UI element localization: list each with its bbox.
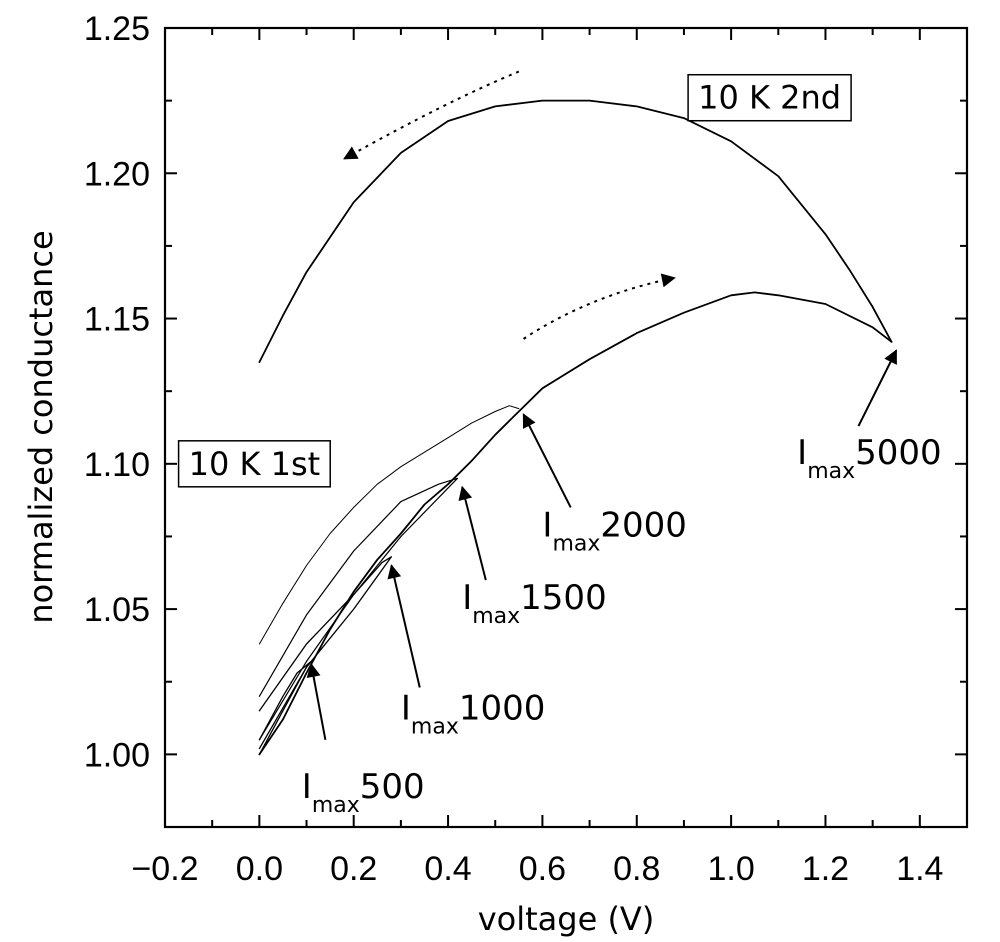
imax-value: 5000 xyxy=(855,433,942,473)
imax-pointer-arrow xyxy=(458,485,487,581)
imax-pointer-arrow xyxy=(306,662,327,741)
imax-value: 2000 xyxy=(600,505,687,545)
x-tick-label: 1.0 xyxy=(707,850,754,888)
y-tick-label: 1.05 xyxy=(84,591,150,629)
dotted-direction-arrow xyxy=(343,70,520,160)
label-box-text: 10 K 2nd xyxy=(698,79,841,117)
y-tick-label: 1.00 xyxy=(84,736,150,774)
imax-value: 500 xyxy=(360,767,425,807)
x-tick-label: −0.2 xyxy=(131,850,198,888)
imax-label: Imax1500 xyxy=(462,578,607,629)
y-tick-label: 1.20 xyxy=(84,155,150,193)
y-tick-label: 1.15 xyxy=(84,301,150,339)
imax-symbol: I xyxy=(462,578,472,618)
x-tick-label: 0.6 xyxy=(519,850,566,888)
x-tick-label: 1.4 xyxy=(896,850,943,888)
x-tick-label: 0.4 xyxy=(424,850,471,888)
plot-frame xyxy=(163,26,969,829)
imax-subscript: max xyxy=(312,793,360,818)
series-line xyxy=(258,291,893,756)
imax-subscript: max xyxy=(472,604,520,629)
series-layer xyxy=(258,99,893,756)
imax-subscript: max xyxy=(552,531,600,556)
y-axis: 1.00 1.05 1.10 1.15 1.20 1.25 xyxy=(84,10,967,774)
imax-symbol: I xyxy=(401,688,411,728)
y-axis-label: normalized conductance xyxy=(22,230,60,623)
imax-value: 1000 xyxy=(459,688,546,728)
imax-pointer-arrow xyxy=(387,564,421,688)
series-line xyxy=(258,99,893,364)
dotted-direction-arrow xyxy=(522,273,676,340)
imax-pointer-arrow xyxy=(522,413,572,508)
x-axis-label: voltage (V) xyxy=(478,900,655,938)
series-line xyxy=(258,405,520,645)
x-axis: −0.2 0.0 0.2 0.4 0.6 0.8 1.0 1.2 1.4 xyxy=(131,28,943,888)
x-tick-label: 0.2 xyxy=(330,850,377,888)
imax-symbol: I xyxy=(542,505,552,545)
imax-label: Imax500 xyxy=(302,767,425,818)
label-box-text: 10 K 1st xyxy=(189,445,321,483)
imax-label: Imax5000 xyxy=(797,433,942,484)
label-box-layer: 10 K 2nd 10 K 1st xyxy=(177,73,852,488)
imax-pointer-arrow xyxy=(857,349,898,427)
x-tick-label: 0.0 xyxy=(236,850,283,888)
series-line xyxy=(258,660,312,756)
imax-symbol: I xyxy=(797,433,807,473)
x-tick-label: 0.8 xyxy=(613,850,660,888)
imax-subscript: max xyxy=(807,459,855,484)
imax-label: Imax2000 xyxy=(542,505,687,556)
imax-value: 1500 xyxy=(520,578,607,618)
imax-label: Imax1000 xyxy=(401,688,545,739)
y-tick-label: 1.10 xyxy=(84,446,150,484)
imax-symbol: I xyxy=(302,767,312,807)
label-box xyxy=(177,440,331,488)
series-line xyxy=(258,556,393,750)
y-tick-label: 1.25 xyxy=(84,10,150,48)
x-tick-label: 1.2 xyxy=(802,850,849,888)
series-line xyxy=(258,477,459,741)
dotted-arrow-layer xyxy=(343,70,676,340)
imax-subscript: max xyxy=(411,714,459,739)
label-box xyxy=(687,73,852,122)
